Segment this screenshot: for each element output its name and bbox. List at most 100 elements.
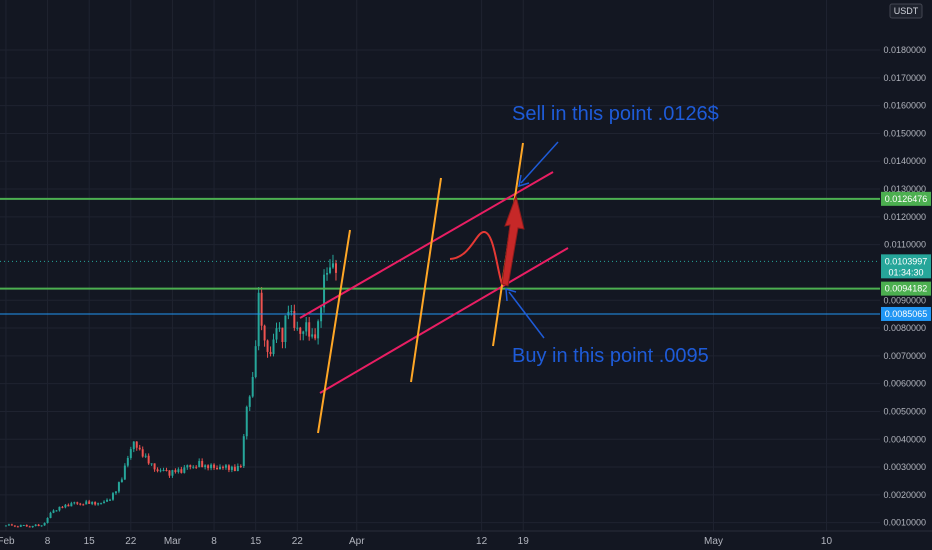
candle-body [296,327,299,329]
x-tick-label: 19 [518,536,530,547]
horizontal-levels [0,197,880,315]
candle-body [245,406,248,437]
buy-annotation: Buy in this point .0095 [512,345,709,367]
candle-body [299,327,302,334]
candle-body [129,449,132,458]
x-tick-label: 22 [292,536,304,547]
candle-body [242,436,245,467]
candle-body [16,526,19,528]
candle-body [251,376,254,397]
candle-body [317,321,320,339]
candle-body [183,467,186,473]
candle-body [76,502,79,504]
candle-body [58,506,61,511]
candle-body [168,470,171,476]
candle-body [37,524,40,527]
candle-body [22,524,25,526]
channel-lower-line[interactable] [319,247,569,394]
candle-body [135,441,138,448]
candle-body [85,501,88,505]
candle-body [13,525,16,527]
candle-body [19,525,22,527]
candle-body [156,469,159,472]
level-tag [881,306,931,321]
candle-body [79,503,82,505]
current-price-label: 0.0103997 [885,256,928,266]
candle-body [329,267,331,273]
swing-line-1[interactable] [317,229,351,434]
y-tick-label: 0.0080000 [883,323,926,333]
candle-body [186,465,189,468]
level-tag [881,191,931,206]
candle-body [40,525,43,527]
candle-body [311,334,314,337]
candle-body [109,499,111,501]
candles [4,254,337,528]
time-axis[interactable]: Feb 8 15 22 Mar 8 15 22 Apr 12 19 May 10 [0,530,932,550]
y-tick-label: 0.0120000 [883,212,926,222]
candle-body [284,315,287,343]
y-tick-label: 0.0150000 [883,128,926,138]
candle-body [138,447,141,450]
candle-body [46,517,49,523]
buy-pointer [508,291,545,339]
candle-body [177,469,180,473]
candle-body [257,292,260,347]
candle-body [210,464,213,469]
y-tick-label: 0.0030000 [883,462,926,472]
candle-body [100,503,103,505]
y-tick-label: 0.0060000 [883,379,926,389]
candle-body [141,449,144,457]
candle-body [192,466,195,468]
candle-body [114,491,117,494]
candle-body [144,455,147,457]
y-tick-label: 0.0070000 [883,351,926,361]
candle-body [239,465,242,467]
x-tick-label: 22 [125,536,137,547]
current-price-tag [881,254,931,279]
sell-pointer-head [518,174,530,188]
candle-body [248,396,251,407]
candle-body [334,263,337,273]
y-tick-label: 0.0160000 [883,101,926,111]
candle-body [25,524,28,527]
candle-body [305,322,308,332]
candle-body [165,469,168,471]
candle-body [236,465,239,471]
y-tick-label: 0.0040000 [883,434,926,444]
x-tick-label: May [704,536,723,547]
price-tags: 0.0126476 0.0094182 0.0085065 0.010399701:3… [881,191,931,321]
projection-arrow [501,194,525,287]
candle-body [281,327,284,343]
candle-body [260,292,263,326]
candle-body [43,522,46,526]
candle-body [94,502,97,505]
y-tick-label: 0.0090000 [883,295,926,305]
candle-body [34,524,37,526]
candle-body [326,272,329,275]
y-tick-label: 0.0130000 [883,184,926,194]
sell-pointer [520,141,559,184]
candle-body [278,327,281,329]
countdown-label: 01:34:30 [888,267,923,277]
candle-body [331,263,334,268]
x-tick-label: 8 [45,536,51,547]
candle-body [67,504,70,507]
candle-body [159,470,162,472]
candle-body [171,470,174,476]
buy-pointer-head [505,287,517,302]
candle-body [106,499,109,502]
candle-body [314,334,317,339]
candle-body [302,331,305,334]
candle-body [73,502,76,504]
x-tick-label: 15 [250,536,262,547]
channel-upper-line[interactable] [299,171,554,319]
candle-body [224,465,227,468]
candle-body [91,502,94,504]
x-tick-label: 8 [211,536,217,547]
candle-body [308,322,311,337]
swing-line-2[interactable] [410,177,442,383]
candle-body [97,503,100,505]
candle-body [153,463,156,470]
